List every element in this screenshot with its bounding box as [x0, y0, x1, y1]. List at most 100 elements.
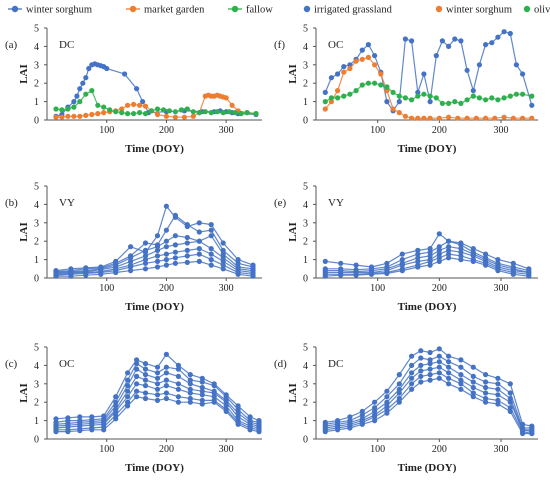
data-point [436, 359, 442, 365]
data-point [154, 106, 161, 112]
legend-entry: market garden [144, 5, 205, 16]
data-point [396, 93, 402, 99]
y-tick-label: 2 [34, 79, 39, 90]
data-point [384, 399, 390, 405]
data-point [458, 257, 464, 263]
data-point [427, 249, 433, 255]
series-d-5 [322, 375, 535, 437]
data-point [347, 425, 353, 431]
data-point [202, 109, 208, 115]
y-tick-label: 1 [303, 255, 308, 266]
legend-entry: winter sorghum [26, 5, 92, 16]
data-point [163, 390, 169, 396]
data-point [427, 361, 433, 367]
data-point [175, 386, 181, 392]
data-point [128, 258, 134, 264]
data-point [59, 107, 65, 113]
data-point [190, 109, 196, 115]
data-point [458, 381, 464, 387]
data-point [113, 109, 119, 115]
data-point [125, 102, 131, 108]
series-line [56, 260, 254, 277]
series-b-6 [53, 258, 256, 279]
panel-c: 0 1 2 3 4 5 100 200 300 Time (DOY) LAI (c) OC [5, 343, 262, 474]
data-point [134, 394, 140, 400]
data-point [470, 394, 476, 400]
data-point [142, 383, 149, 389]
data-point [220, 255, 226, 261]
data-point [154, 247, 161, 253]
data-point [359, 82, 365, 88]
data-point [223, 408, 229, 414]
data-point [232, 110, 238, 116]
x-axis-label: Time (DOY) [125, 143, 184, 155]
series-line [325, 249, 529, 274]
data-point [220, 110, 226, 116]
data-point [142, 260, 149, 266]
data-point [184, 222, 190, 228]
series-f-0 [322, 29, 535, 114]
data-point [446, 114, 452, 120]
data-point [125, 370, 131, 376]
data-point [436, 231, 442, 237]
data-point [415, 89, 421, 95]
series-line [324, 31, 533, 112]
data-point [128, 268, 134, 274]
data-point [142, 257, 149, 263]
data-point [372, 53, 378, 59]
data-point [142, 366, 149, 372]
data-point [208, 222, 214, 228]
data-point [464, 67, 470, 73]
data-point [154, 253, 161, 259]
y-tick-label: 2 [303, 79, 308, 90]
data-point [142, 377, 149, 383]
data-point [399, 268, 405, 274]
data-point [446, 381, 452, 387]
data-point [507, 30, 513, 37]
data-point [464, 97, 470, 103]
y-tick-label: 4 [34, 361, 39, 372]
data-point [95, 102, 101, 108]
data-point [65, 106, 71, 112]
data-point [220, 262, 226, 268]
data-point [427, 262, 433, 268]
data-point [353, 58, 359, 64]
data-point [458, 357, 464, 363]
data-point [510, 271, 516, 277]
y-axis-label: LAI [287, 222, 299, 242]
y-tick-label: 1 [303, 97, 308, 108]
data-point [415, 258, 421, 264]
data-point [59, 114, 65, 120]
data-point [529, 115, 535, 121]
x-tick-label: 200 [159, 125, 174, 136]
data-point [476, 62, 482, 68]
data-point [402, 113, 408, 119]
data-point [142, 390, 149, 396]
data-point [495, 397, 501, 403]
data-point [250, 273, 256, 279]
data-point [495, 401, 501, 407]
region-label: DC [59, 39, 74, 51]
data-point [347, 65, 353, 72]
data-point [390, 106, 396, 112]
data-point [436, 364, 442, 370]
data-point [483, 115, 489, 121]
data-point [128, 264, 134, 270]
data-point [101, 110, 107, 116]
data-point [372, 399, 378, 405]
data-point [175, 394, 181, 400]
data-point [436, 247, 442, 253]
data-point [507, 408, 513, 414]
y-tick-label: 1 [34, 255, 39, 266]
data-point [470, 379, 476, 385]
data-point [175, 362, 181, 368]
data-point [235, 260, 241, 266]
series-line [55, 204, 254, 272]
data-point [322, 273, 328, 279]
data-point [421, 71, 427, 77]
data-point [507, 399, 513, 405]
x-axis-label: Time (DOY) [398, 143, 457, 155]
series-line [324, 56, 532, 119]
data-point [184, 253, 190, 259]
